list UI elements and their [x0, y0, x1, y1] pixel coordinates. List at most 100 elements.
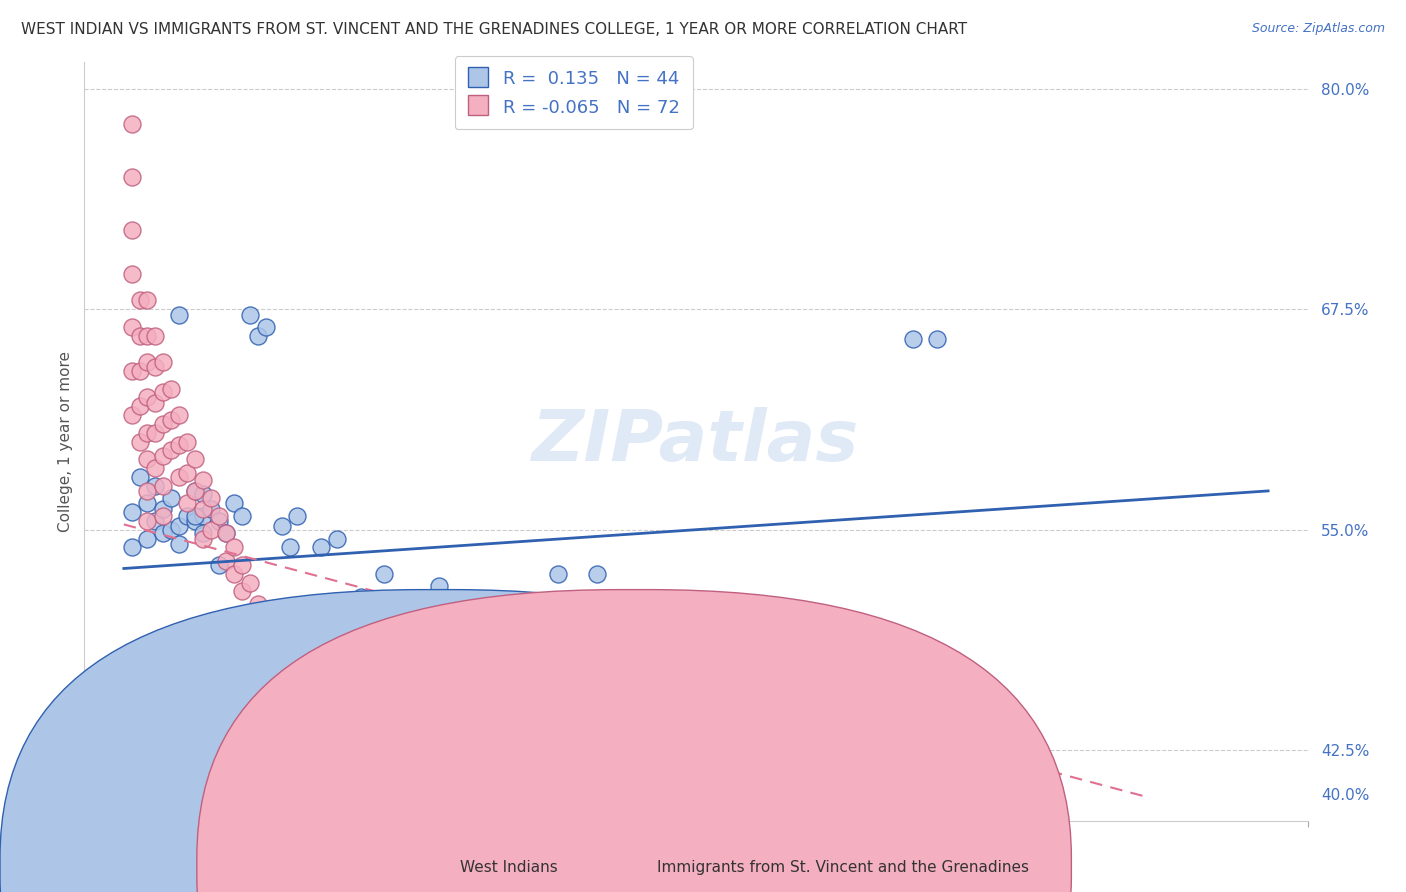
Point	[309, 541, 332, 555]
Point	[215, 526, 238, 541]
Point	[184, 508, 207, 523]
Point	[586, 566, 609, 581]
Point	[152, 385, 174, 400]
Point	[191, 508, 214, 523]
Point	[136, 496, 159, 510]
Point	[215, 526, 238, 541]
Point	[200, 501, 222, 516]
Point	[167, 470, 190, 484]
Point	[167, 438, 190, 452]
Point	[128, 364, 150, 378]
Point	[145, 328, 167, 343]
Point	[121, 267, 143, 281]
Point	[207, 508, 229, 523]
Point	[200, 523, 222, 537]
Point	[145, 478, 167, 492]
Point	[239, 575, 262, 590]
Point	[429, 579, 451, 593]
Point	[547, 566, 569, 581]
Point	[191, 501, 214, 516]
Point	[121, 408, 143, 422]
Point	[381, 699, 404, 714]
Point	[326, 532, 349, 546]
Point	[136, 425, 159, 440]
Point	[136, 293, 159, 308]
Point	[287, 664, 309, 678]
Point	[925, 332, 948, 346]
Point	[318, 696, 340, 710]
Point	[121, 320, 143, 334]
Point	[333, 720, 356, 734]
Point	[145, 396, 167, 410]
Text: Immigrants from St. Vincent and the Grenadines: Immigrants from St. Vincent and the Gren…	[657, 861, 1029, 875]
Point	[224, 541, 246, 555]
Point	[429, 725, 451, 739]
Point	[366, 761, 388, 775]
Point	[160, 523, 183, 537]
Point	[167, 537, 190, 551]
Point	[270, 637, 292, 651]
Point	[145, 514, 167, 528]
Point	[231, 584, 253, 599]
Point	[326, 707, 349, 722]
Point	[349, 590, 371, 604]
Point	[121, 223, 143, 237]
Point	[145, 360, 167, 375]
Point	[128, 470, 150, 484]
Point	[167, 408, 190, 422]
Point	[254, 320, 277, 334]
Point	[231, 508, 253, 523]
Point	[121, 117, 143, 131]
Point	[200, 491, 222, 505]
Point	[263, 624, 285, 639]
Point	[128, 434, 150, 449]
Point	[152, 478, 174, 492]
Point	[160, 443, 183, 458]
Text: ZIPatlas: ZIPatlas	[533, 407, 859, 476]
Y-axis label: College, 1 year or more: College, 1 year or more	[58, 351, 73, 532]
Point	[152, 449, 174, 463]
Point	[191, 473, 214, 487]
Point	[901, 332, 924, 346]
Point	[128, 328, 150, 343]
Point	[136, 532, 159, 546]
Point	[270, 519, 292, 533]
Point	[145, 461, 167, 475]
Point	[176, 434, 198, 449]
Point	[136, 328, 159, 343]
Point	[136, 391, 159, 405]
Point	[121, 541, 143, 555]
Point	[121, 364, 143, 378]
Point	[207, 558, 229, 572]
Point	[239, 308, 262, 322]
Point	[160, 382, 183, 396]
Point	[254, 611, 277, 625]
Point	[309, 628, 332, 642]
Point	[246, 597, 269, 611]
Point	[160, 491, 183, 505]
Point	[184, 514, 207, 528]
Point	[121, 505, 143, 519]
Point	[270, 632, 292, 646]
Point	[128, 293, 150, 308]
Point	[278, 649, 301, 664]
Point	[160, 413, 183, 427]
Point	[468, 738, 491, 752]
Point	[184, 483, 207, 498]
Point	[152, 355, 174, 369]
Point	[152, 417, 174, 431]
Point	[373, 566, 395, 581]
Point	[191, 526, 214, 541]
Point	[145, 425, 167, 440]
Text: Source: ZipAtlas.com: Source: ZipAtlas.com	[1251, 22, 1385, 36]
Point	[184, 452, 207, 467]
Point	[136, 452, 159, 467]
Point	[246, 328, 269, 343]
Point	[176, 508, 198, 523]
Point	[128, 399, 150, 413]
Point	[136, 483, 159, 498]
Point	[224, 496, 246, 510]
Point	[136, 355, 159, 369]
Point	[231, 558, 253, 572]
Legend: R =  0.135   N = 44, R = -0.065   N = 72: R = 0.135 N = 44, R = -0.065 N = 72	[454, 56, 693, 129]
